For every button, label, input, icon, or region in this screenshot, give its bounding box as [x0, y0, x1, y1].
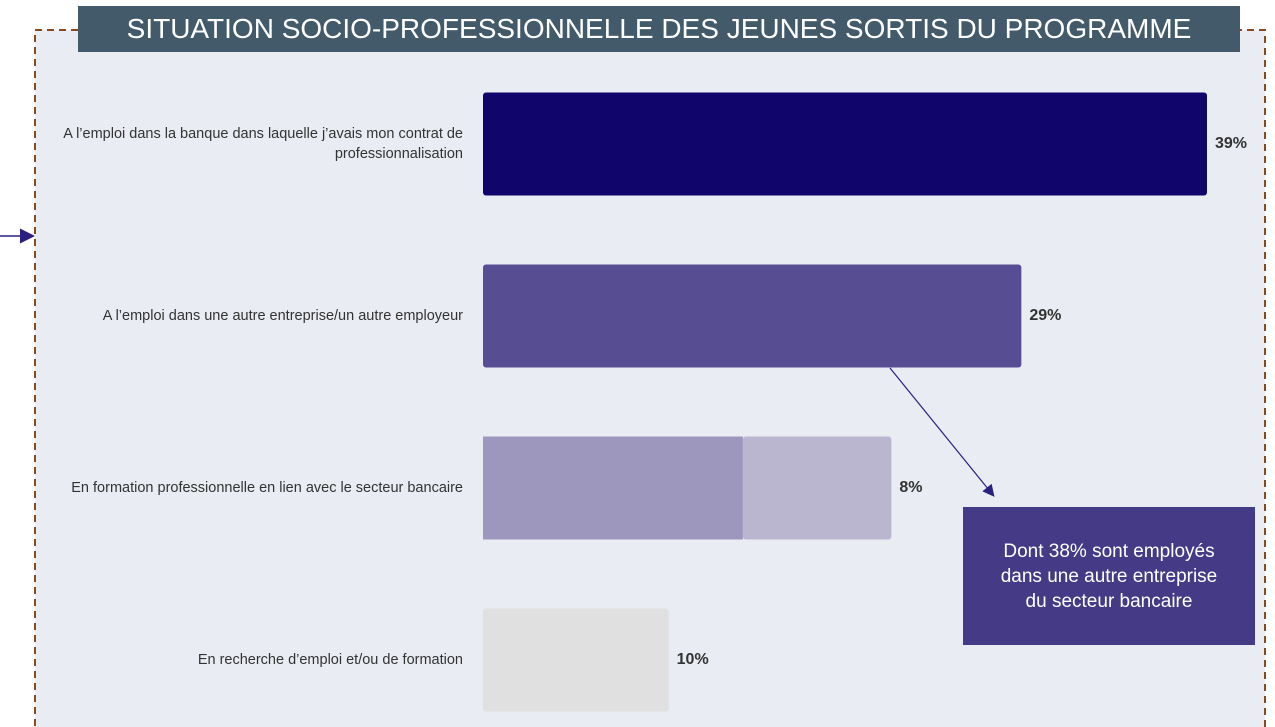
chart-title: SITUATION SOCIO-PROFESSIONNELLE DES JEUN… — [78, 6, 1240, 52]
category-label: En formation professionnelle en lien ave… — [71, 480, 463, 496]
value-label: 29% — [1029, 307, 1061, 324]
category-label: En recherche d’emploi et/ou de formation — [197, 652, 463, 668]
category-label: A l’emploi dans la banque dans laquelle … — [63, 126, 463, 162]
bar-segment — [742, 436, 892, 540]
annotation: Dont 38% sont employés dans une autre en… — [963, 507, 1255, 645]
value-label: 10% — [677, 651, 709, 668]
bar-segment — [483, 608, 669, 712]
bar-segment — [483, 92, 1207, 196]
value-label: 39% — [1215, 135, 1247, 152]
bar-segment — [483, 264, 1022, 368]
bar-segment — [483, 436, 743, 540]
note-arrow — [889, 367, 995, 497]
value-label: 8% — [899, 479, 922, 496]
category-label: A l’emploi dans une autre entreprise/un … — [102, 308, 463, 324]
